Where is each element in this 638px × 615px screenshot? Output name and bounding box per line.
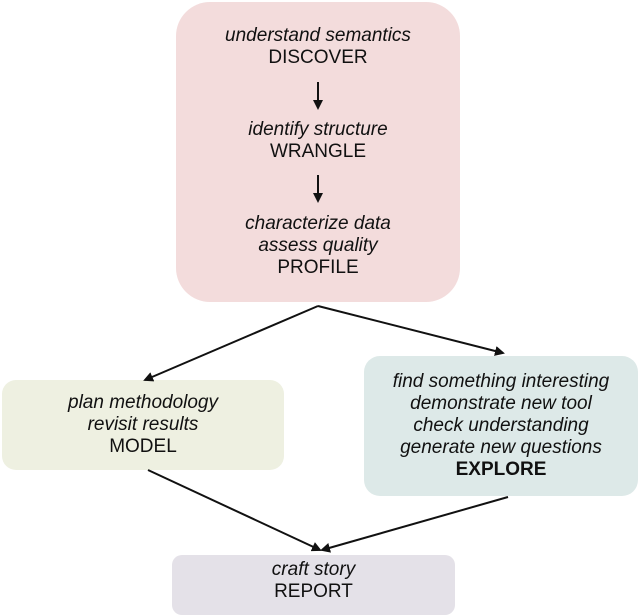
discover-description: understand semantics [225,25,411,46]
profile-stage-label: PROFILE [277,257,359,278]
profile-description-2: assess quality [258,235,378,256]
explore-description-3: check understanding [413,415,589,436]
wrangle-stage-label: WRANGLE [269,141,367,162]
arrow-model-to-report [147,469,322,552]
model-box: plan methodology revisit results MODEL [2,380,284,470]
model-description-2: revisit results [87,414,199,435]
report-box: craft story REPORT [172,555,455,615]
explore-description-4: generate new questions [400,437,602,458]
model-stage-label: MODEL [109,436,177,457]
discover-wrangle-profile-box: understand semantics DISCOVER identify s… [176,2,460,302]
arrow-explore-to-report [320,496,509,553]
profile-description-1: characterize data [245,213,391,234]
report-stage-label: REPORT [274,581,353,602]
explore-description-1: find something interesting [392,371,610,392]
arrow-profile-to-explore [317,305,505,356]
wrangle-description: identify structure [248,119,388,140]
arrow-profile-to-model [143,305,319,382]
explore-description-2: demonstrate new tool [410,393,592,414]
model-description-1: plan methodology [68,392,218,413]
explore-box: find something interesting demonstrate n… [364,356,638,496]
report-description: craft story [271,559,356,580]
discover-stage-label: DISCOVER [268,47,368,68]
explore-stage-label: EXPLORE [455,459,547,480]
